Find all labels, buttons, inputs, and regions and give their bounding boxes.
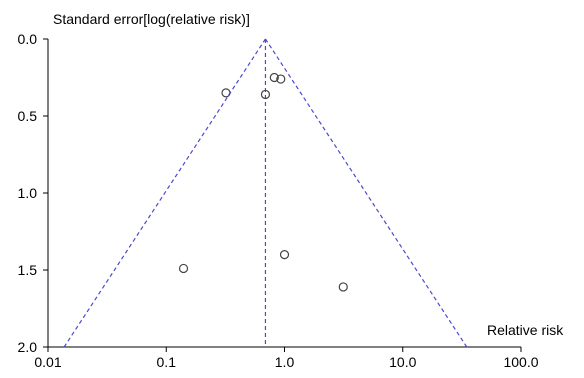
funnel-right-limit — [264, 38, 468, 348]
study-point — [221, 88, 231, 98]
x-tick-label: 100.0 — [503, 354, 538, 370]
axes: 0.0 0.5 1.0 1.5 2.00.01 0.1 1.0 10.0 100.0 — [18, 31, 539, 370]
y-axis-title: Standard error[log(relative risk)] — [53, 11, 250, 27]
study-point — [338, 282, 348, 292]
x-tick-label: 0.01 — [34, 354, 61, 370]
funnel-lines — [63, 38, 468, 348]
y-tick-label: 2.0 — [18, 339, 38, 355]
x-axis-title: Relative risk — [487, 322, 564, 338]
funnel-left-limit — [63, 38, 266, 348]
y-tick-label: 1.0 — [18, 185, 38, 201]
x-tick-label: 10.0 — [389, 354, 416, 370]
study-point — [279, 250, 290, 260]
study-markers — [178, 72, 348, 292]
y-tick-label: 0.0 — [18, 31, 38, 47]
x-tick-label: 1.0 — [275, 354, 295, 370]
study-point — [276, 74, 286, 84]
y-tick-label: 1.5 — [18, 262, 38, 278]
x-tick-label: 0.1 — [157, 354, 177, 370]
study-point — [178, 263, 189, 274]
y-tick-label: 0.5 — [18, 108, 38, 124]
study-point — [260, 89, 271, 100]
study-point — [269, 72, 279, 83]
